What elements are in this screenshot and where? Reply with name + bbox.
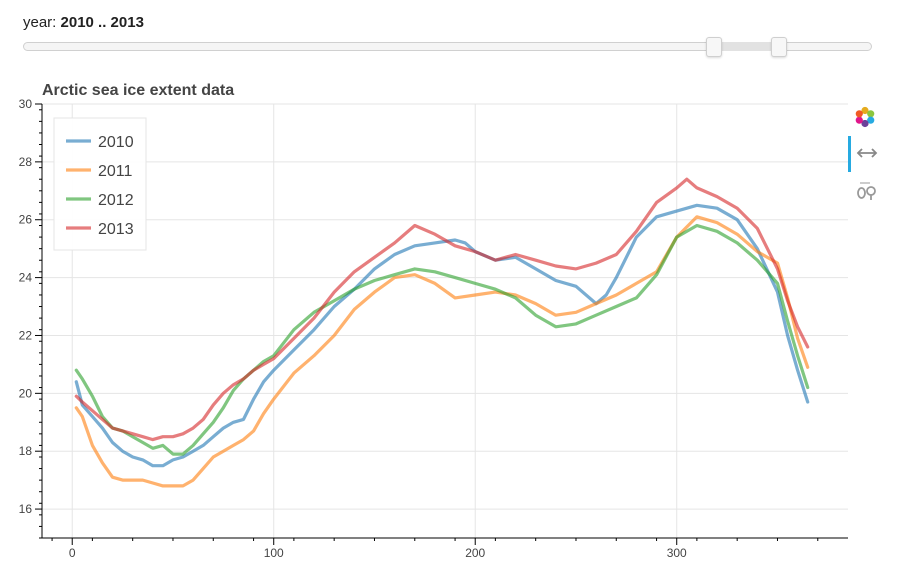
- year-slider-end-handle[interactable]: [770, 37, 787, 57]
- grid: [42, 103, 848, 538]
- y-tick-label: 18: [19, 444, 33, 458]
- y-tick-label: 20: [19, 386, 33, 400]
- year-slider-range[interactable]: [714, 42, 779, 51]
- y-tick-label: 28: [19, 155, 33, 169]
- legend-label-2013: 2013: [98, 221, 134, 238]
- year-slider-track[interactable]: [23, 42, 872, 51]
- series-line-2013: [74, 177, 810, 442]
- legend-label-2012: 2012: [98, 192, 134, 209]
- chart-title: Arctic sea ice extent data: [42, 82, 234, 99]
- legend: 2010 2011 2012 2013: [53, 117, 147, 251]
- year-slider-title: year: 2010 .. 2013: [23, 14, 144, 31]
- legend-label-2010: 2010: [98, 134, 134, 151]
- year-slider-label: year:: [23, 14, 61, 31]
- toolbar: [848, 100, 888, 210]
- x-tick-label: 0: [69, 546, 76, 560]
- x-tick-label: 100: [264, 546, 284, 560]
- active-tool-indicator: [848, 136, 851, 172]
- legend-label-2011: 2011: [98, 163, 133, 180]
- year-slider-start-handle[interactable]: [706, 37, 723, 57]
- bokeh-logo-icon[interactable]: [854, 106, 876, 128]
- axes: [41, 104, 848, 539]
- x-tick-label: 300: [667, 546, 687, 560]
- series-line-2010: [74, 203, 810, 468]
- box-pan-icon[interactable]: [856, 145, 878, 161]
- wheel-zoom-icon[interactable]: [856, 182, 878, 200]
- series-line-2011: [74, 215, 810, 488]
- series-line-2012: [74, 223, 810, 456]
- y-tick-label: 22: [19, 328, 33, 342]
- y-tick-label: 16: [19, 502, 33, 516]
- year-slider-value: 2010 .. 2013: [60, 14, 144, 31]
- x-tick-label: 200: [465, 546, 485, 560]
- y-tick-label: 26: [19, 213, 33, 227]
- series-lines: [74, 177, 810, 488]
- y-tick-label: 30: [19, 97, 33, 111]
- y-tick-label: 24: [19, 271, 33, 285]
